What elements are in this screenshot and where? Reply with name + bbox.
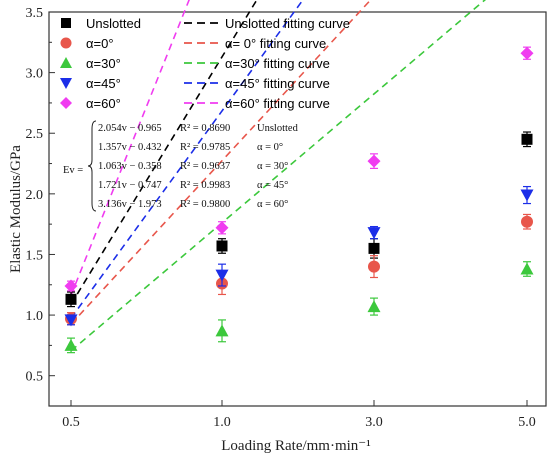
- y-tick-label: 1.0: [26, 309, 44, 324]
- x-axis-title: Loading Rate/mm·min⁻¹: [221, 438, 370, 454]
- circle-marker: [368, 260, 380, 273]
- diamond-marker: [60, 97, 72, 109]
- legend-line-label: Unslotted fitting curve: [225, 16, 350, 31]
- legend-marker-label: Unslotted: [86, 16, 141, 31]
- square-marker: [61, 18, 71, 28]
- triangle-down-marker: [367, 227, 381, 240]
- square-marker: [65, 293, 77, 305]
- equation-expression: 1.063v − 0.358: [98, 161, 162, 172]
- equation-r-squared: R² = 0.8690: [180, 123, 230, 134]
- legend-marker-label: α=60°: [86, 96, 121, 111]
- equation-r-squared: R² = 0.9983: [180, 180, 230, 191]
- legend-marker-label: α=0°: [86, 36, 114, 51]
- equation-r-squared: R² = 0.9785: [180, 142, 230, 153]
- fitting-curve-line: [70, 0, 258, 305]
- x-tick-label: 1.0: [213, 415, 231, 430]
- x-axis: 0.5 1.0 3.0 5.0: [62, 400, 536, 430]
- triangle-up-marker: [64, 338, 78, 351]
- legend-line-label: α= 0° fitting curve: [225, 36, 326, 51]
- circle-marker: [60, 37, 72, 49]
- circle-marker: [521, 215, 533, 228]
- fitting-curve-line: [70, 0, 487, 352]
- square-marker: [216, 240, 228, 252]
- diamond-marker: [520, 46, 534, 60]
- fitting-curve-line: [70, 0, 304, 319]
- equation-r-squared: R² = 0.9637: [180, 161, 230, 172]
- equation-expression: 1.357v − 0.432: [98, 142, 162, 153]
- legend-marker-label: α=45°: [86, 76, 121, 91]
- equation-expression: 1.721v − 0.747: [98, 180, 162, 191]
- equation-label: α = 0°: [257, 142, 283, 153]
- fitting-curves: [70, 0, 487, 352]
- legend-line-label: α=45° fitting curve: [225, 76, 330, 91]
- x-tick-label: 0.5: [62, 415, 80, 430]
- y-axis: 0.5 1.0 1.5 2.0 2.5 3.0 3.5: [26, 6, 55, 407]
- y-tick-label: 3.5: [26, 6, 44, 21]
- triangle-down-marker: [60, 78, 72, 89]
- legend-line-label: α=60° fitting curve: [225, 96, 330, 111]
- fitting-curve-line: [70, 0, 190, 296]
- equation-expression: 2.054v − 0.965: [98, 123, 162, 134]
- legend-line-label: α=30° fitting curve: [225, 56, 330, 71]
- triangle-up-marker: [60, 57, 72, 68]
- triangle-down-marker: [215, 269, 229, 282]
- diamond-marker: [215, 221, 229, 235]
- x-tick-label: 5.0: [518, 415, 536, 430]
- diamond-marker: [367, 154, 381, 168]
- y-tick-label: 0.5: [26, 370, 44, 385]
- data-points: [64, 46, 534, 354]
- x-tick-label: 3.0: [365, 415, 383, 430]
- y-tick-label: 2.0: [26, 188, 44, 203]
- y-tick-label: 3.0: [26, 67, 44, 82]
- triangle-up-marker: [215, 324, 229, 337]
- triangle-up-marker: [367, 300, 381, 313]
- fit-equations: Ev = 2.054v − 0.965 R² = 0.8690 Unslotted 1.…: [63, 120, 299, 212]
- y-tick-label: 2.5: [26, 127, 44, 142]
- triangle-down-marker: [64, 314, 78, 327]
- plot-area: [48, 11, 547, 407]
- legend: Unslotted Unslotted fitting curve α=0° α= 0…: [60, 16, 350, 111]
- square-marker: [521, 133, 533, 145]
- y-axis-title: Elastic Modulus/GPa: [8, 145, 24, 273]
- triangle-up-marker: [520, 262, 534, 275]
- equation-r-squared: R² = 0.9800: [180, 199, 230, 210]
- triangle-down-marker: [520, 189, 534, 202]
- equation-label: α = 60°: [257, 199, 288, 210]
- legend-marker-label: α=30°: [86, 56, 121, 71]
- equation-label: Unslotted: [257, 123, 299, 134]
- fitting-curve-line: [70, 0, 372, 325]
- equation-label: α = 30°: [257, 161, 288, 172]
- equation-lhs: Ev =: [63, 165, 83, 176]
- y-tick-label: 1.5: [26, 248, 44, 263]
- equation-expression: 3.136v − 1.973: [98, 199, 162, 210]
- square-marker: [368, 242, 380, 254]
- equation-brace: [87, 120, 97, 212]
- equation-label: α = 45°: [257, 180, 288, 191]
- diamond-marker: [64, 279, 78, 293]
